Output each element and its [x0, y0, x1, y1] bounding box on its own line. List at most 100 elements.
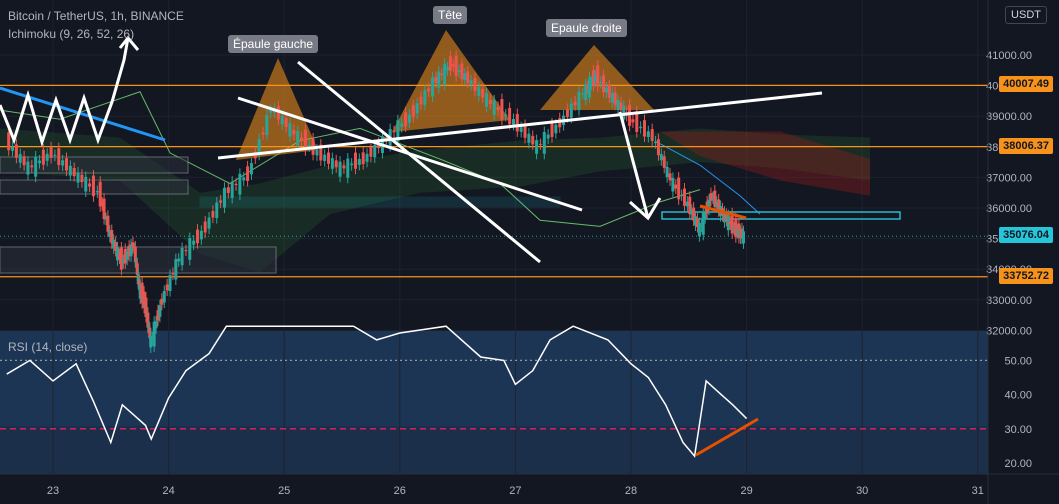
candle-body: [690, 209, 694, 215]
candle-body: [152, 321, 156, 347]
candle-body: [437, 71, 441, 88]
candle-body: [577, 91, 581, 111]
candle-body: [171, 272, 175, 275]
candle-body: [234, 183, 238, 186]
candle-body: [448, 56, 452, 71]
candle-body: [156, 310, 160, 321]
candle-body: [619, 102, 623, 111]
candle-body: [677, 177, 681, 200]
candle-body: [303, 129, 307, 151]
candle-body: [668, 173, 672, 181]
candle-body: [22, 156, 26, 166]
x-axis-tick: 24: [162, 485, 174, 497]
right-shoulder-label: Epaule droite: [546, 19, 627, 37]
indicator-label: Ichimoku (9, 26, 52, 26): [8, 27, 135, 41]
candle-body: [656, 139, 660, 156]
candle-body: [88, 183, 92, 187]
candle-body: [738, 230, 742, 239]
price-tag: 38006.37: [999, 137, 1053, 154]
candle-body: [404, 112, 408, 127]
candle-body: [431, 77, 435, 97]
candle-body: [338, 161, 342, 177]
candle-body: [350, 163, 354, 166]
candle-body: [41, 149, 45, 165]
candle-body: [154, 321, 158, 329]
rsi-label: RSI (14, close): [8, 340, 88, 354]
candle-body: [121, 260, 125, 264]
candle-body: [261, 132, 265, 135]
candle-body: [674, 184, 678, 189]
price-divergence-line: [699, 204, 747, 220]
candle-body: [565, 108, 569, 118]
candle-body: [709, 193, 713, 201]
candle-body: [369, 147, 373, 157]
candle-body: [682, 188, 686, 206]
currency-badge[interactable]: USDT: [1005, 6, 1047, 24]
candle-body: [481, 88, 485, 98]
candle-body: [7, 132, 11, 151]
candle-body: [142, 291, 146, 308]
candle-body: [144, 297, 148, 317]
candle-body: [119, 247, 123, 270]
candle-body: [127, 245, 131, 256]
zigzag-projection: [0, 37, 130, 147]
candle-body: [265, 114, 269, 135]
candle-body: [654, 141, 658, 144]
candle-body: [671, 177, 675, 192]
candle-body: [527, 133, 531, 143]
candle-body: [38, 160, 42, 164]
candle-body: [477, 86, 481, 96]
candle-body: [596, 65, 600, 87]
price-axis-tick: 33000.00: [986, 295, 1032, 307]
candle-body: [288, 123, 292, 137]
price-axis-tick: 32000.00: [986, 325, 1032, 337]
candle-body: [469, 80, 473, 85]
candle-body: [607, 85, 611, 98]
candle-body: [694, 216, 698, 226]
candle-body: [496, 107, 500, 111]
candle-body: [463, 73, 467, 80]
candle-body: [292, 129, 296, 135]
candle-body: [569, 103, 573, 118]
ichimoku-cloud-green: [0, 128, 870, 273]
rsi-axis-tick: 20.00: [1004, 458, 1032, 470]
candle-body: [392, 131, 396, 133]
projection-arrow: [618, 111, 650, 219]
candle-body: [573, 101, 577, 106]
candle-body: [14, 144, 18, 158]
trend-line-channel: [297, 60, 541, 264]
candle-body: [203, 221, 207, 233]
candle-body: [730, 213, 734, 234]
candle-body: [334, 160, 338, 168]
candle-body: [269, 110, 273, 113]
candle-body: [257, 139, 261, 155]
candle-body: [581, 93, 585, 95]
candle-body: [242, 177, 246, 181]
candle-body: [713, 190, 717, 207]
candle-body: [427, 88, 431, 92]
candle-body: [18, 154, 22, 163]
candle-body: [586, 86, 590, 89]
ichimoku-lagging-span: [0, 91, 701, 227]
candle-body: [123, 249, 127, 264]
candle-body: [199, 230, 203, 240]
candle-body: [703, 212, 707, 219]
candle-body: [346, 158, 350, 178]
candle-body: [106, 215, 110, 232]
candle-body: [330, 158, 334, 169]
candle-body: [64, 158, 68, 171]
candle-body: [365, 153, 369, 162]
candle-body: [400, 123, 404, 127]
candle-body: [307, 145, 311, 147]
candle-body: [137, 280, 141, 288]
x-axis-tick: 28: [625, 485, 637, 497]
target-zone-box: [661, 211, 901, 220]
candle-body: [323, 154, 327, 161]
candle-body: [542, 132, 546, 154]
candle-body: [692, 207, 696, 221]
candle-body: [219, 200, 223, 203]
candle-body: [184, 250, 188, 252]
rsi-line: [6, 325, 748, 458]
candle-body: [168, 275, 172, 292]
